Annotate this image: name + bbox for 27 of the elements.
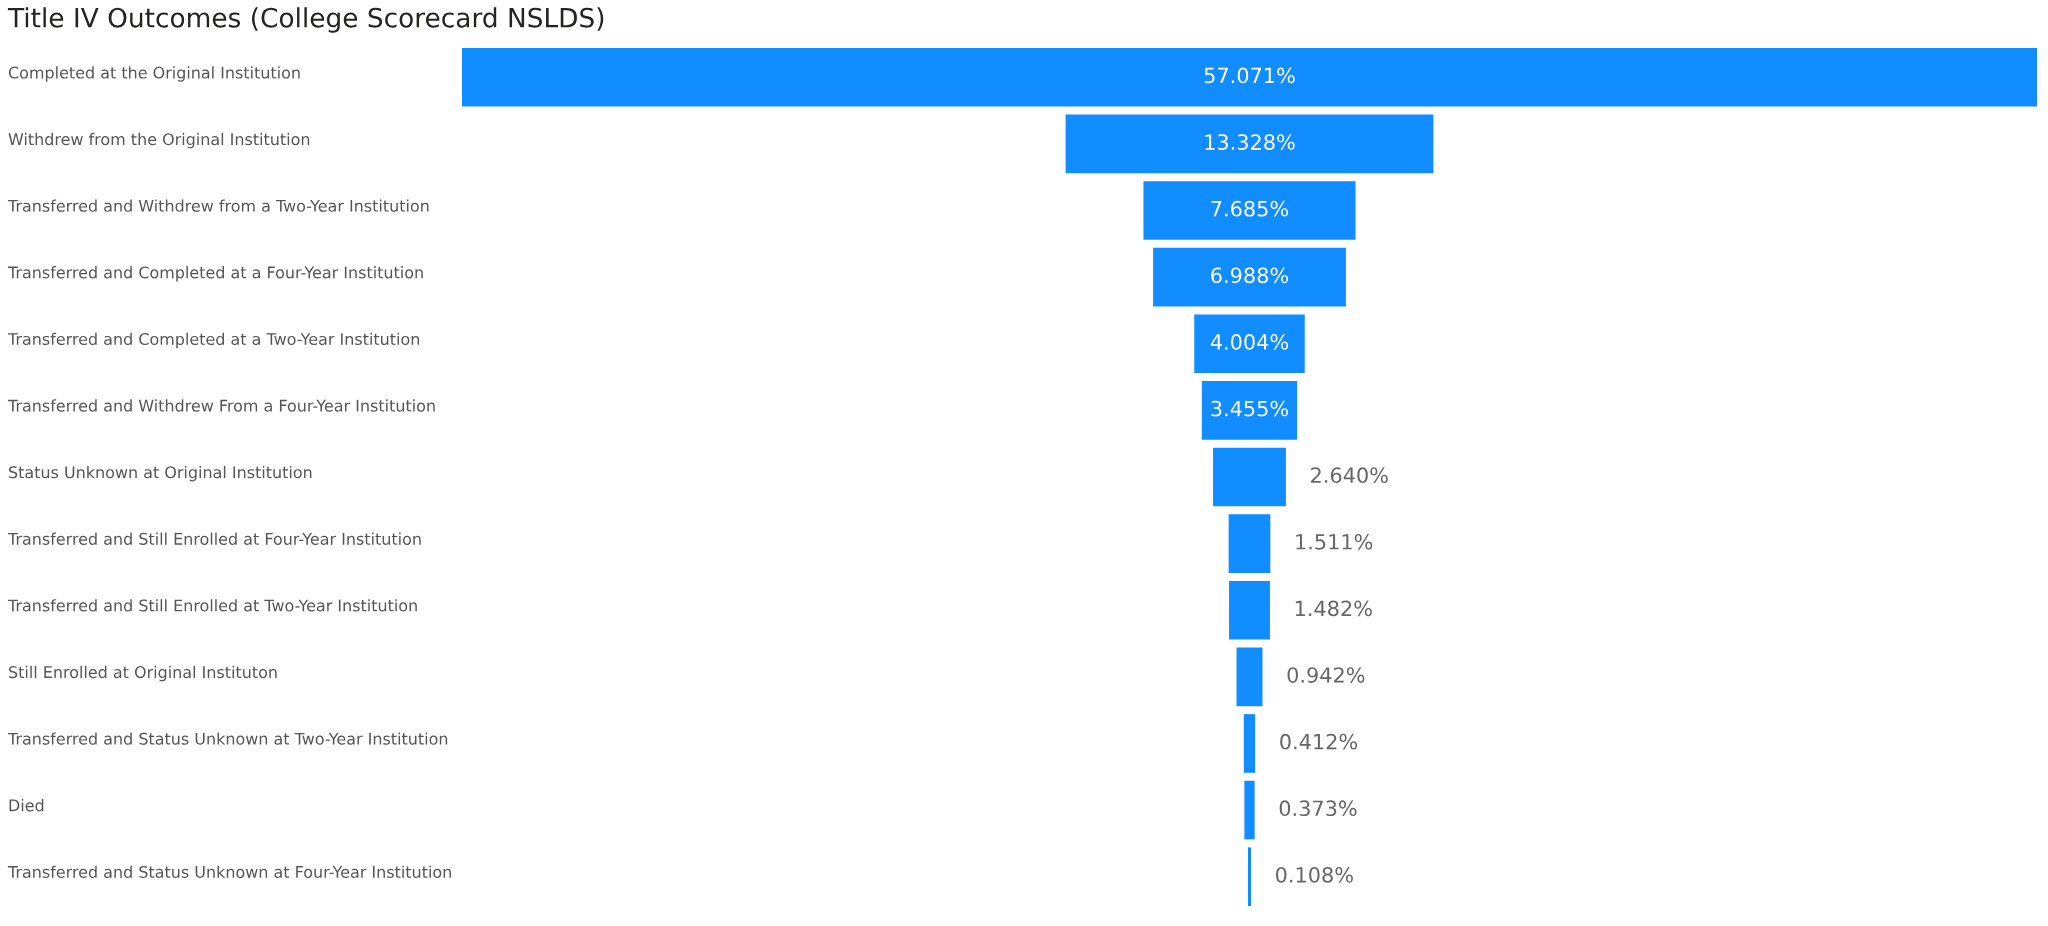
data-label: 1.511% (1296, 533, 1373, 550)
category-label: Transferred and Status Unknown at Four-Year Institution (7, 865, 451, 878)
category-label: Withdrew from the Original Institution (8, 132, 310, 149)
category-label: Status Unknown at Original Institution (9, 465, 312, 482)
data-label: 6.988% (1211, 267, 1289, 284)
category-label: Still Enrolled at Original Instituton (9, 665, 277, 682)
text: Title IV Outcomes (College Scorecard NSLDS) (7, 7, 604, 33)
data-label: 0.373% (1279, 800, 1357, 817)
category-label: Completed at the Original Institution (8, 66, 300, 82)
data-label: 0.942% (1287, 667, 1365, 683)
data-label: 7.685% (1211, 200, 1289, 217)
data-label: 57.071% (1204, 67, 1295, 84)
category-label: Transferred and Still Enrolled at Four-Year Institution (7, 532, 421, 545)
category-label: Died (9, 799, 44, 812)
data-label: 3.455% (1211, 400, 1289, 417)
data-label: 1.482% (1295, 600, 1372, 617)
data-label: 2.640% (1311, 467, 1388, 484)
category-label: Transferred and Completed at a Four-Year Institution (7, 266, 423, 282)
category-label: Transferred and Withdrew from a Two-Year Institution (7, 199, 429, 212)
category-label: Transferred and Still Enrolled at Two-Year Institution (7, 599, 417, 612)
category-label: Transferred and Status Unknown at Two-Year Institution (7, 732, 448, 745)
data-label: 13.328% (1205, 134, 1295, 150)
data-label: 0.412% (1280, 733, 1358, 750)
data-label: 0.108% (1275, 866, 1353, 883)
category-label: Transferred and Completed at a Two-Year Institution (7, 332, 419, 349)
data-label: 4.004% (1210, 334, 1289, 350)
category-label: Transferred and Withdrew From a Four-Year Institution (7, 399, 435, 412)
